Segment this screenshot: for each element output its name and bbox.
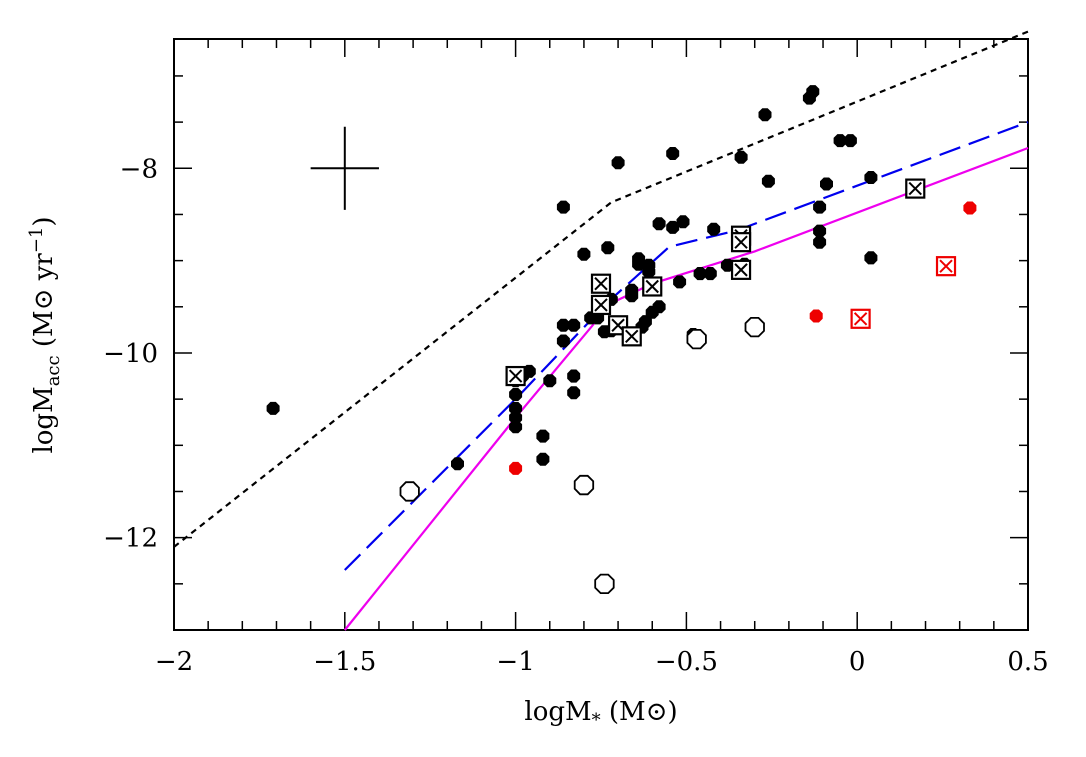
data-point	[509, 420, 523, 434]
data-point	[813, 200, 827, 214]
data-point	[864, 171, 878, 184]
x-tick-label: −1	[496, 647, 534, 677]
data-point	[543, 374, 557, 388]
data-point	[601, 241, 615, 255]
data-point	[707, 222, 721, 236]
boxed-x-data-point	[590, 294, 612, 316]
x-tick-label: −1.5	[313, 647, 376, 677]
data-point	[809, 309, 823, 323]
error-cross	[310, 126, 379, 210]
data-point	[556, 200, 570, 214]
boxed-x-data-point	[590, 273, 612, 294]
data-point	[963, 201, 977, 215]
boxed-x-data-point	[505, 365, 526, 387]
data-point	[642, 265, 656, 279]
y-tick-label: −10	[103, 339, 158, 369]
data-point	[843, 134, 857, 148]
x-tick-label: −2	[155, 647, 193, 677]
data-point	[761, 174, 775, 188]
data-point	[632, 257, 646, 271]
open-data-point	[573, 474, 595, 496]
data-point	[652, 300, 666, 314]
data-point	[536, 429, 550, 443]
open-data-point	[686, 328, 707, 350]
boxed-x-data-point	[905, 178, 926, 199]
data-point	[673, 275, 687, 289]
x-tick-label: 0.5	[1007, 647, 1048, 677]
boxed-x-data-point	[850, 308, 871, 329]
data-point	[567, 369, 581, 383]
y-tick-labels: −8 −10 −12	[103, 154, 158, 553]
data-point	[676, 215, 690, 229]
data-point	[536, 452, 550, 466]
data-point	[577, 247, 591, 261]
data-point	[703, 267, 717, 281]
boxed-x-data-point	[730, 232, 752, 253]
boxed-x-data-point	[642, 276, 663, 297]
data-point	[813, 235, 827, 249]
open-data-point	[744, 316, 765, 338]
data-points	[266, 85, 977, 594]
open-data-point	[594, 573, 615, 594]
x-axis-title: logM* (M⊙)	[524, 697, 677, 731]
minor-ticks	[173, 39, 1029, 631]
x-tick-label: −0.5	[655, 647, 718, 677]
data-point	[509, 461, 523, 475]
data-point	[625, 289, 639, 303]
data-point	[652, 217, 666, 231]
plot-frame	[173, 38, 1029, 631]
data-point	[820, 177, 833, 191]
data-point	[806, 85, 820, 99]
data-point	[509, 388, 523, 401]
data-point	[813, 224, 827, 238]
y-tick-label: −12	[103, 524, 158, 554]
open-data-point	[399, 481, 420, 502]
x-tick-labels: −2 −1.5 −1 −0.5 0 0.5	[155, 647, 1049, 677]
data-point	[864, 251, 878, 265]
boxed-x-data-point	[621, 326, 642, 347]
boxed-x-data-point	[730, 259, 752, 280]
data-point	[567, 318, 581, 332]
data-point	[556, 334, 570, 348]
y-tick-label: −8	[120, 154, 158, 184]
y-axis-title: logMacc (M⊙ yr−1)	[26, 216, 64, 453]
data-point	[666, 147, 680, 160]
data-point	[567, 386, 581, 400]
boxed-x-data-point	[935, 256, 957, 277]
data-point	[611, 156, 625, 170]
data-point	[758, 108, 772, 122]
data-point	[266, 401, 280, 415]
data-point	[451, 457, 464, 471]
x-tick-label: 0	[849, 647, 866, 677]
data-point	[734, 150, 748, 164]
model-line-long-dashed	[344, 121, 1029, 571]
